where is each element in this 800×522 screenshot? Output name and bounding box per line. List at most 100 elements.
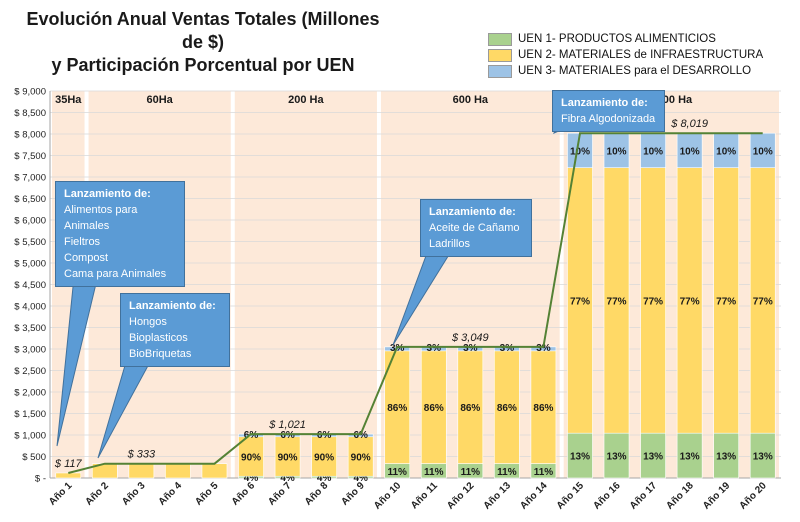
total-value-label: $ 8,019 bbox=[670, 118, 708, 130]
bar-percent-label: 3% bbox=[500, 343, 515, 354]
bar-segment bbox=[567, 432, 593, 479]
bar-segment bbox=[603, 132, 630, 168]
zone-label: 60Ha bbox=[147, 94, 174, 106]
legend-swatch-uen2 bbox=[488, 48, 512, 62]
bar-percent-label: 90% bbox=[278, 452, 298, 463]
y-tick-label: $ - bbox=[35, 474, 46, 485]
bar-percent-label: 90% bbox=[314, 452, 334, 463]
bar-percent-label: 3% bbox=[536, 343, 551, 354]
bar-segment bbox=[128, 463, 155, 479]
x-tick-label: Año 20 bbox=[737, 480, 769, 512]
legend-swatch-uen1 bbox=[488, 32, 512, 46]
bar-percent-label: 10% bbox=[716, 146, 736, 157]
bar-percent-label: 90% bbox=[351, 452, 371, 463]
bar-percent-label: 11% bbox=[461, 467, 481, 478]
x-tick-label: Año 16 bbox=[591, 480, 623, 512]
bar-percent-label: 86% bbox=[387, 403, 407, 414]
bar-percent-label: 11% bbox=[534, 467, 554, 478]
bar-percent-label: 10% bbox=[643, 146, 663, 157]
x-tick-label: Año 5 bbox=[193, 480, 221, 508]
bar-segment bbox=[713, 167, 739, 434]
callout-launch-1: Lanzamiento de: Alimentos para Animales … bbox=[55, 181, 185, 287]
callout-line: Bioplasticos bbox=[129, 332, 188, 344]
bar-segment bbox=[676, 167, 703, 434]
callout-launch-3: Lanzamiento de: Aceite de Cañamo Ladrill… bbox=[420, 199, 532, 257]
callout-line: Ladrillos bbox=[429, 238, 470, 250]
bar-segment bbox=[603, 432, 630, 479]
x-tick-label: Año 1 bbox=[47, 480, 75, 508]
bar-percent-label: 11% bbox=[387, 467, 407, 478]
bar-percent-label: 77% bbox=[716, 296, 736, 307]
x-tick-label: Año 18 bbox=[664, 480, 696, 512]
callout-heading: Lanzamiento de: bbox=[64, 188, 151, 200]
bar-segment bbox=[676, 132, 703, 168]
y-tick-label: $ 5,500 bbox=[14, 237, 46, 248]
legend-item-uen3: UEN 3- MATERIALES para el DESARROLLO bbox=[488, 63, 763, 79]
callout-line: Compost bbox=[64, 252, 109, 264]
bar-percent-label: 86% bbox=[460, 403, 480, 414]
x-tick-label: Año 13 bbox=[482, 480, 514, 512]
total-value-label: $ 3,049 bbox=[451, 332, 489, 344]
x-tick-label: Año 11 bbox=[409, 480, 440, 511]
x-tick-label: Año 14 bbox=[518, 480, 550, 512]
callout-heading: Lanzamiento de: bbox=[129, 300, 216, 312]
callout-heading: Lanzamiento de: bbox=[561, 97, 648, 109]
bar-segment bbox=[165, 463, 191, 479]
bar-percent-label: 3% bbox=[463, 343, 478, 354]
bar-percent-label: 13% bbox=[716, 452, 736, 463]
y-tick-label: $ 8,000 bbox=[14, 130, 46, 141]
legend-label-uen2: UEN 2- MATERIALES de INFRAESTRUCTURA bbox=[518, 49, 764, 61]
callout-heading: Lanzamiento de: bbox=[429, 206, 516, 218]
total-value-label: $ 1,021 bbox=[268, 419, 306, 431]
callout-launch-2: Lanzamiento de: Hongos Bioplasticos BioB… bbox=[120, 293, 230, 367]
y-tick-label: $ 4,000 bbox=[14, 302, 46, 313]
y-tick-label: $ 4,500 bbox=[14, 280, 46, 291]
callout-line: Fibra Algodonizada bbox=[561, 113, 656, 125]
bar-percent-label: 77% bbox=[607, 296, 627, 307]
x-tick-label: Año 15 bbox=[555, 480, 587, 512]
bar-segment bbox=[640, 132, 666, 168]
bar-percent-label: 77% bbox=[570, 296, 590, 307]
bar-segment bbox=[55, 472, 82, 479]
bar-percent-label: 11% bbox=[497, 467, 517, 478]
x-tick-label: Año 10 bbox=[372, 480, 404, 512]
x-tick-label: Año 6 bbox=[230, 480, 258, 508]
y-tick-label: $ 6,000 bbox=[14, 216, 46, 227]
chart-title-line-1: Evolución Anual Ventas Totales (Millones… bbox=[26, 9, 380, 52]
bar-percent-label: 13% bbox=[570, 452, 590, 463]
bar-segment bbox=[713, 432, 739, 479]
bar-segment bbox=[347, 436, 374, 477]
callout-line: Cama para Animales bbox=[64, 268, 167, 280]
bar-percent-label: 10% bbox=[753, 146, 773, 157]
total-value-label: $ 117 bbox=[54, 458, 83, 470]
bar-percent-label: 4% bbox=[353, 473, 368, 484]
y-tick-label: $ 8,500 bbox=[14, 108, 46, 119]
bar-segment bbox=[603, 167, 630, 434]
bar-segment bbox=[384, 350, 411, 464]
bar-percent-label: 4% bbox=[244, 473, 259, 484]
y-tick-label: $ 1,000 bbox=[14, 431, 46, 442]
callout-line: Aceite de Cañamo bbox=[429, 222, 520, 234]
bar-percent-label: 77% bbox=[680, 296, 700, 307]
y-tick-label: $ 5,000 bbox=[14, 259, 46, 270]
bar-percent-label: 6% bbox=[280, 430, 295, 441]
y-tick-label: $ 7,000 bbox=[14, 173, 46, 184]
x-tick-label: Año 9 bbox=[339, 480, 367, 508]
x-tick-label: Año 2 bbox=[84, 480, 112, 508]
x-tick-label: Año 8 bbox=[303, 480, 331, 508]
bar-segment bbox=[201, 463, 228, 479]
zone-label: 200 Ha bbox=[288, 94, 324, 106]
x-tick-label: Año 17 bbox=[628, 480, 660, 512]
callout-launch-4: Lanzamiento de: Fibra Algodonizada bbox=[552, 90, 665, 132]
y-tick-label: $ 6,500 bbox=[14, 194, 46, 205]
x-tick-label: Año 12 bbox=[445, 480, 477, 512]
y-tick-label: $ 3,500 bbox=[14, 323, 46, 334]
bar-percent-label: 77% bbox=[753, 296, 773, 307]
y-tick-label: $ 2,500 bbox=[14, 366, 46, 377]
y-tick-label: $ 2,000 bbox=[14, 388, 46, 399]
bar-percent-label: 13% bbox=[607, 452, 627, 463]
legend-label-uen1: UEN 1- PRODUCTOS ALIMENTICIOS bbox=[518, 33, 716, 45]
zone-label: 600 Ha bbox=[453, 94, 489, 106]
bar-percent-label: 77% bbox=[643, 296, 663, 307]
bar-segment bbox=[640, 432, 666, 479]
